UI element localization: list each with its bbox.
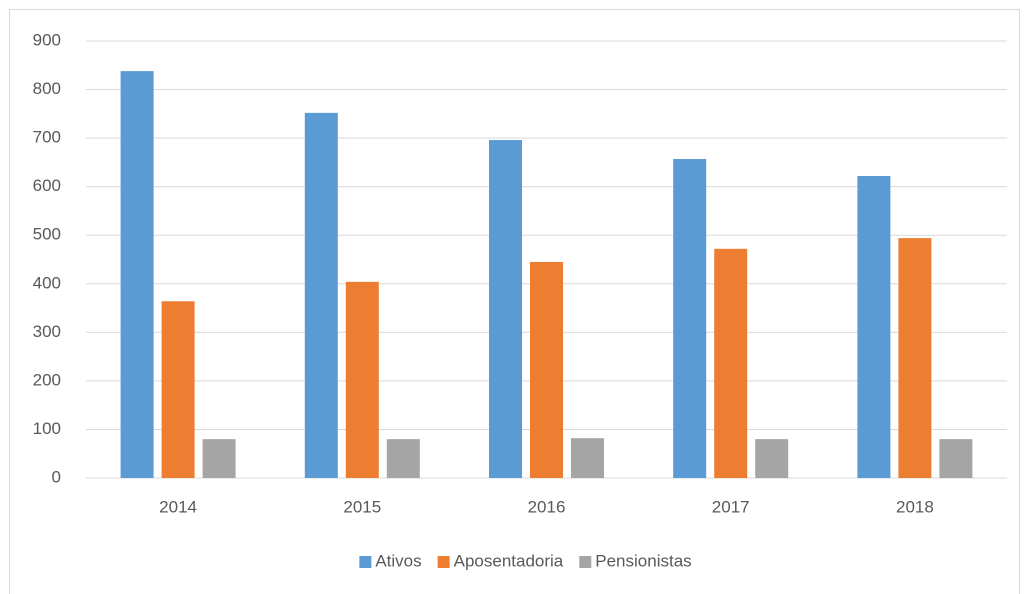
bar [530,261,563,478]
y-tick-label: 600 [33,176,61,195]
y-tick-label: 400 [33,273,61,292]
bar [386,439,420,478]
y-tick-label: 200 [33,370,61,389]
bar [120,71,154,479]
bar [161,301,195,478]
y-tick-label: 800 [33,79,61,98]
bar [571,438,604,478]
y-tick-label: 100 [33,419,61,438]
bar [489,140,522,478]
bar [673,158,707,479]
legend-label: Pensionistas [595,551,691,570]
x-tick-label: 2016 [528,497,566,516]
legend-label: Ativos [375,551,421,570]
legend-swatch [359,556,372,568]
y-tick-label: 300 [33,322,61,341]
bar [939,439,973,478]
legend-swatch [437,556,450,568]
bar [714,248,748,478]
legend-swatch [579,556,592,568]
x-tick-label: 2017 [712,497,750,516]
legend-label: Aposentadoria [454,551,564,570]
y-tick-label: 500 [33,225,61,244]
bar [304,112,338,479]
y-tick-label: 700 [33,128,61,147]
bar [898,238,932,478]
x-tick-label: 2014 [159,497,197,516]
x-tick-label: 2015 [343,497,381,516]
bar [202,439,236,478]
bar [857,175,891,479]
bar [755,439,789,478]
bar [345,281,379,478]
chart-frame [9,9,1020,594]
y-tick-label: 0 [52,467,61,486]
y-tick-label: 900 [33,30,61,49]
x-tick-label: 2018 [896,497,934,516]
